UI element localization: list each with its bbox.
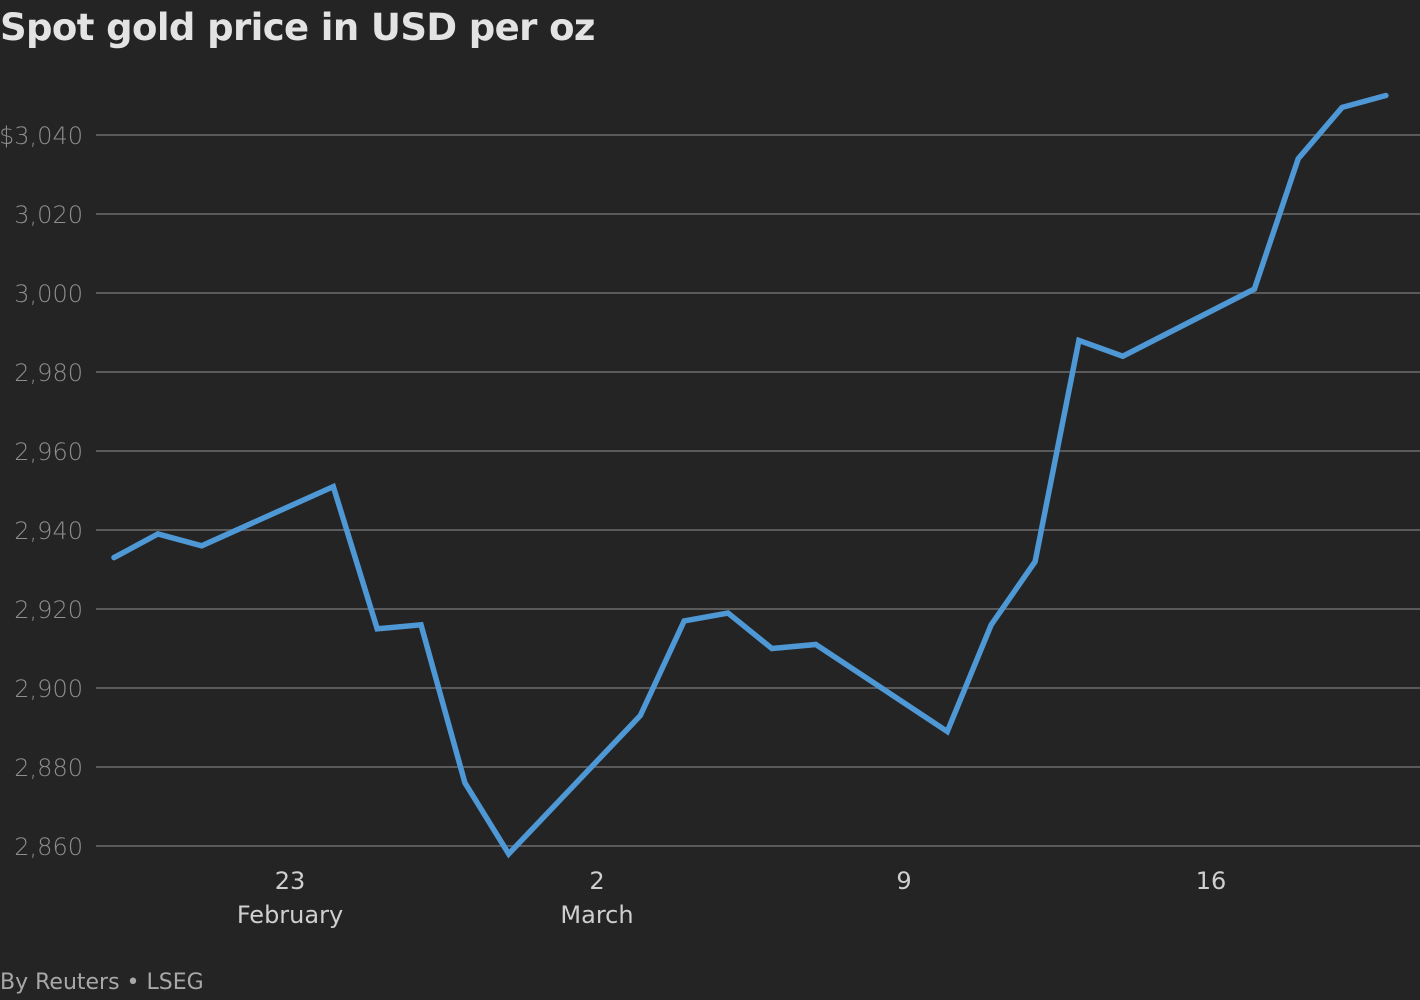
price-series [111, 92, 1389, 859]
y-tick-label: 2,860 [14, 833, 83, 861]
source-credit: By Reuters • LSEG [0, 970, 204, 995]
x-axis-labels: 23 February 2 March 9 16 [237, 867, 1227, 929]
y-tick-label: 2,880 [14, 754, 83, 782]
gridlines [96, 134, 1420, 847]
gold-price-line [111, 92, 1389, 859]
y-tick-label: 2,980 [14, 359, 83, 387]
y-tick-label: $3,040 [0, 122, 83, 150]
y-tick-label: 2,900 [14, 675, 83, 703]
x-tick-label: 23 [275, 867, 306, 895]
y-tick-label: 2,960 [14, 438, 83, 466]
chart-title: Spot gold price in USD per oz [0, 6, 595, 49]
y-tick-label: 3,020 [14, 201, 83, 229]
x-tick-label: 16 [1196, 867, 1227, 895]
x-tick-label: 2 [589, 867, 604, 895]
x-tick-month-label: February [237, 901, 343, 929]
x-tick-month-label: March [560, 901, 633, 929]
x-tick-label: 9 [896, 867, 911, 895]
y-tick-label: 2,940 [14, 517, 83, 545]
y-tick-label: 3,000 [14, 280, 83, 308]
y-tick-label: 2,920 [14, 596, 83, 624]
y-axis-labels: $3,040 3,020 3,000 2,980 2,960 2,940 2,920 2,90… [0, 122, 83, 861]
